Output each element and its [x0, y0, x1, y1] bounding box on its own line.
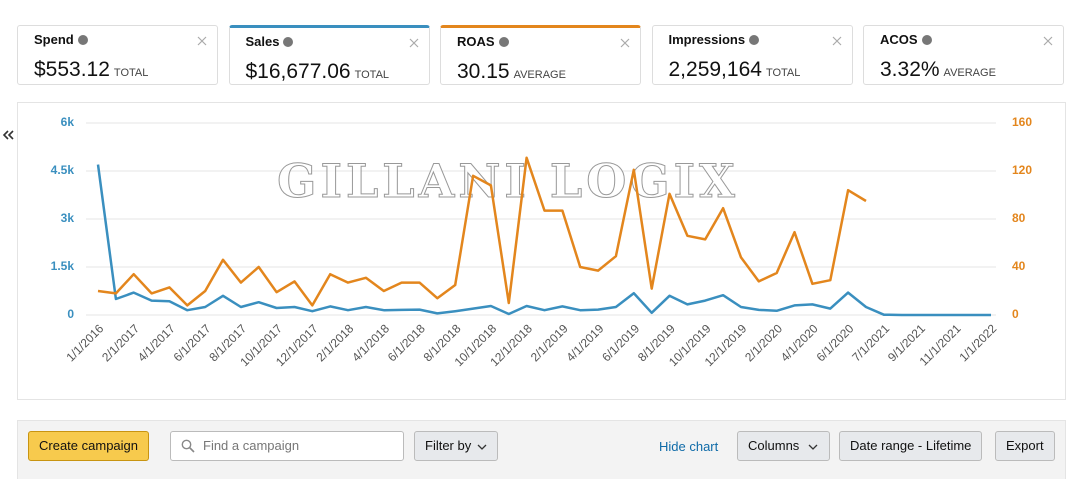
series-line: [96, 164, 991, 317]
metric-value-row: $553.12 TOTAL: [34, 58, 148, 82]
close-cross: [1043, 36, 1053, 46]
x-tick-label: 6/1/2018: [385, 321, 428, 364]
x-tick-label: 4/1/2019: [564, 321, 607, 364]
info-icon: [283, 37, 294, 47]
metric-unit: TOTAL: [765, 67, 801, 79]
chevron: [808, 444, 818, 450]
metric-label: Impressions: [668, 32, 746, 47]
y2-tick-label: 80: [1012, 211, 1026, 225]
y-tick-label: 6k: [61, 115, 75, 129]
search-input[interactable]: Find a campaign: [170, 431, 404, 461]
metric-label: ROAS: [457, 34, 495, 49]
x-tick-label: 2/1/2020: [742, 321, 785, 364]
metric-label-row: Spend: [34, 32, 88, 47]
x-tick-label: 6/1/2017: [171, 321, 214, 364]
info-icon: [749, 35, 760, 45]
chart-panel: 0 1.5k 3k 4.5k 6k 0 40 80 120 160 1/1/2016 2/1/2017…: [17, 102, 1066, 400]
x-tick-label: 2/1/2017: [99, 321, 142, 364]
filter-label: Filter by: [425, 438, 472, 453]
metric-value-row: 2,259,164 TOTAL: [669, 58, 801, 82]
close-icon[interactable]: [832, 36, 842, 46]
series-line: [97, 156, 867, 307]
metric-value-row: $16,677.06 TOTAL: [246, 60, 390, 84]
create-campaign-button[interactable]: Create campaign: [28, 431, 149, 461]
close-icon[interactable]: [409, 38, 419, 48]
close-icon[interactable]: [1043, 36, 1053, 46]
y2-tick-label: 0: [1012, 307, 1019, 321]
metric-label-row: Sales: [246, 34, 294, 49]
close-cross: [620, 38, 630, 48]
close-icon[interactable]: [620, 38, 630, 48]
y-tick-label: 1.5k: [51, 259, 75, 273]
y2-tick-label: 120: [1012, 163, 1032, 177]
metric-label: ACOS: [880, 32, 918, 47]
collapse-icon[interactable]: [2, 128, 16, 142]
x-tick-label: 4/1/2017: [135, 321, 178, 364]
metric-card[interactable]: Sales $16,677.06 TOTAL: [228, 25, 430, 85]
metric-value: 2,259,164: [668, 58, 762, 81]
chart: 0 1.5k 3k 4.5k 6k 0 40 80 120 160 1/1/20162/1/2017…: [51, 115, 1033, 369]
metric-card[interactable]: ACOS 3.32% AVERAGE: [863, 25, 1064, 85]
metric-value: 3.32%: [880, 58, 940, 81]
metric-label-row: ROAS: [457, 34, 509, 49]
metric-unit: AVERAGE: [513, 69, 566, 81]
metric-unit: TOTAL: [113, 67, 149, 79]
y-tick-label: 3k: [61, 211, 75, 225]
x-tick-label: 6/1/2020: [814, 321, 857, 364]
export-button[interactable]: Export: [995, 431, 1055, 461]
x-tick-label: 4/1/2018: [349, 321, 392, 364]
chevron: [477, 444, 487, 450]
info-icon: [921, 35, 932, 45]
x-tick-label: 6/1/2019: [599, 321, 642, 364]
y-tick-label: 4.5k: [51, 163, 75, 177]
close-cross: [197, 36, 207, 46]
search-placeholder: Find a campaign: [203, 438, 300, 453]
columns-label: Columns: [748, 438, 800, 453]
toolbar: Create campaign Find a campaign Filter b…: [17, 420, 1066, 479]
x-tick-label: 1/1/2022: [956, 321, 999, 364]
metric-label-row: ACOS: [880, 32, 932, 47]
metric-unit: AVERAGE: [943, 67, 996, 79]
y2-tick-label: 40: [1012, 259, 1026, 273]
columns-button[interactable]: Columns: [737, 431, 831, 461]
y2-tick-label: 160: [1012, 115, 1032, 129]
date-range-button[interactable]: Date range - Lifetime: [839, 431, 983, 461]
x-tick-label: 7/1/2021: [849, 321, 892, 364]
metric-label: Sales: [245, 34, 280, 49]
filter-button[interactable]: Filter by: [414, 431, 499, 461]
x-tick-label: 2/1/2019: [528, 321, 571, 364]
x-tick-label: 2/1/2018: [313, 321, 356, 364]
watermark: GILLANI LOGIX: [277, 154, 739, 208]
y-tick-label: 0: [67, 307, 74, 321]
search-icon: [181, 439, 195, 453]
metric-unit: TOTAL: [354, 69, 390, 81]
metric-value: 30.15: [457, 60, 510, 83]
close-cross: [832, 36, 841, 46]
metric-value-row: 30.15 AVERAGE: [457, 60, 566, 84]
x-tick-label: 1/1/2016: [63, 321, 106, 364]
x-tick-label: 4/1/2020: [778, 321, 821, 364]
close-cross: [409, 38, 418, 48]
metric-card[interactable]: ROAS 30.15 AVERAGE: [440, 25, 641, 85]
metric-value-row: 3.32% AVERAGE: [880, 58, 996, 82]
metric-value: $553.12: [34, 58, 110, 81]
metric-value: $16,677.06: [245, 60, 351, 83]
metric-label-row: Impressions: [669, 32, 760, 47]
metric-card[interactable]: Spend $553.12 TOTAL: [17, 25, 218, 85]
info-icon: [77, 35, 88, 45]
metric-card[interactable]: Impressions 2,259,164 TOTAL: [651, 25, 853, 85]
info-icon: [498, 37, 509, 47]
close-icon[interactable]: [197, 36, 207, 46]
hide-chart-link[interactable]: Hide chart: [659, 439, 719, 454]
metric-label: Spend: [34, 32, 74, 47]
